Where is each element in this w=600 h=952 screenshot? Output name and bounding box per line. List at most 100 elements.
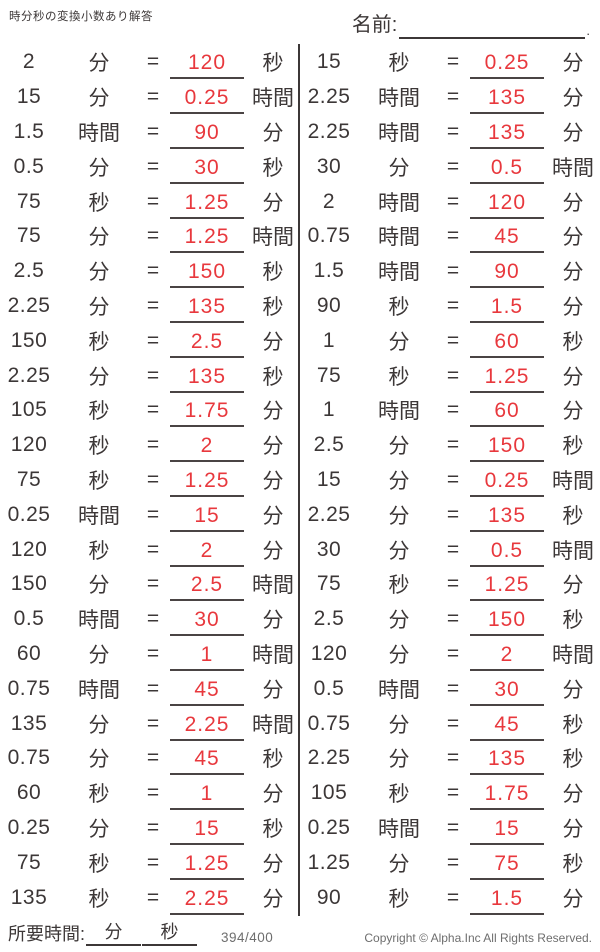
problem-unit: 分 xyxy=(388,330,410,354)
answer-unit: 分 xyxy=(262,121,284,145)
problem-unit: 分 xyxy=(388,713,410,737)
problem-unit: 時間 xyxy=(378,261,420,285)
answer-value: 45 xyxy=(470,225,544,254)
problem-value: 2.25 xyxy=(307,746,351,770)
problem-value: 0.75 xyxy=(7,676,51,700)
problem-row: 2.25 分 = 135 秒 xyxy=(300,497,600,532)
answer-value: 1.25 xyxy=(170,469,244,497)
answer-value: 90 xyxy=(470,260,544,289)
problem-value: 2.25 xyxy=(7,363,51,387)
answer-value: 15 xyxy=(470,817,544,845)
answer-value: 120 xyxy=(170,51,244,80)
problem-row: 120 秒 = 2 分 xyxy=(0,532,298,567)
answer-unit: 分 xyxy=(562,817,584,841)
answer-unit: 分 xyxy=(262,435,284,459)
equals-sign: = xyxy=(146,815,160,839)
answer-value: 45 xyxy=(170,747,244,776)
problem-unit: 秒 xyxy=(88,539,110,563)
answer-value: 2.25 xyxy=(170,887,244,915)
equals-sign: = xyxy=(146,850,160,874)
problem-row: 2 分 = 120 秒 xyxy=(0,45,298,80)
problem-unit: 分 xyxy=(88,87,110,111)
equals-sign: = xyxy=(446,363,460,387)
answer-value: 90 xyxy=(170,121,244,149)
problem-row: 30 分 = 0.5 時間 xyxy=(300,532,600,567)
answer-value: 1.25 xyxy=(170,852,244,880)
answer-unit: 分 xyxy=(262,609,284,633)
answer-value: 1.75 xyxy=(170,399,244,428)
answer-value: 45 xyxy=(470,713,544,741)
answer-unit: 秒 xyxy=(262,156,284,180)
problem-unit: 秒 xyxy=(388,52,410,76)
answer-unit: 分 xyxy=(262,504,284,528)
answer-value: 2 xyxy=(170,539,244,567)
problem-value: 75 xyxy=(16,467,42,491)
equals-sign: = xyxy=(146,154,160,178)
problem-row: 0.75 分 = 45 秒 xyxy=(0,741,298,776)
equals-sign: = xyxy=(446,641,460,665)
answer-unit: 分 xyxy=(562,261,584,285)
answer-value: 135 xyxy=(470,747,544,776)
problem-unit: 時間 xyxy=(378,226,420,250)
problem-value: 90 xyxy=(316,885,342,909)
problem-value: 2 xyxy=(322,189,336,213)
answer-value: 135 xyxy=(470,504,544,532)
answer-value: 135 xyxy=(170,365,244,393)
problem-row: 2.25 分 = 135 秒 xyxy=(300,741,600,776)
answer-unit: 分 xyxy=(262,191,284,215)
problem-row: 1.5 時間 = 90 分 xyxy=(300,254,600,289)
answer-value: 1.25 xyxy=(170,191,244,219)
answer-unit: 分 xyxy=(562,87,584,111)
problem-value: 30 xyxy=(316,154,342,178)
problem-row: 0.25 時間 = 15 分 xyxy=(300,811,600,846)
problem-row: 0.5 時間 = 30 分 xyxy=(300,671,600,706)
equals-sign: = xyxy=(146,328,160,352)
problem-column-right: 15 秒 = 0.25 分 2.25 時間 = 135 分 2.25 時間 = 135 分 30 分 = 0.5 時間… xyxy=(300,44,600,916)
problem-row: 75 秒 = 1.25 分 xyxy=(300,358,600,393)
problem-row: 0.5 時間 = 30 分 xyxy=(0,602,298,637)
answer-unit: 分 xyxy=(562,887,584,911)
equals-sign: = xyxy=(146,711,160,735)
answer-unit: 分 xyxy=(262,887,284,911)
problem-unit: 秒 xyxy=(88,852,110,876)
problem-row: 0.75 時間 = 45 分 xyxy=(300,219,600,254)
equals-sign: = xyxy=(446,259,460,283)
equals-sign: = xyxy=(146,607,160,631)
problem-value: 1.5 xyxy=(313,259,345,283)
answer-unit: 秒 xyxy=(562,504,584,528)
problem-value: 0.5 xyxy=(313,676,345,700)
problem-unit: 分 xyxy=(88,643,110,667)
problem-unit: 時間 xyxy=(78,121,120,145)
answer-unit: 分 xyxy=(562,52,584,76)
problem-value: 2.25 xyxy=(7,293,51,317)
problem-unit: 時間 xyxy=(378,678,420,702)
problem-value: 0.75 xyxy=(307,711,351,735)
answer-value: 0.5 xyxy=(470,539,544,567)
equals-sign: = xyxy=(446,746,460,770)
problem-row: 75 秒 = 1.25 分 xyxy=(300,567,600,602)
problem-row: 0.25 時間 = 15 分 xyxy=(0,497,298,532)
problem-unit: 秒 xyxy=(388,783,410,807)
answer-unit: 時間 xyxy=(552,643,594,667)
answer-unit: 秒 xyxy=(262,817,284,841)
answer-unit: 分 xyxy=(262,469,284,493)
problem-value: 105 xyxy=(10,398,48,422)
problem-column-left: 2 分 = 120 秒 15 分 = 0.25 時間 1.5 時間 = 90 分 0.5 分 = 30 秒 75 秒 = 1.… xyxy=(0,44,300,916)
equals-sign: = xyxy=(446,398,460,422)
answer-value: 0.25 xyxy=(470,469,544,497)
problem-unit: 分 xyxy=(388,469,410,493)
problem-row: 60 秒 = 1 分 xyxy=(0,776,298,811)
header: 時分秒の変換小数あり解答 名前: . xyxy=(0,0,600,44)
answer-unit: 分 xyxy=(562,400,584,424)
equals-sign: = xyxy=(146,537,160,561)
problem-value: 60 xyxy=(16,781,42,805)
answer-value: 2.5 xyxy=(170,330,244,358)
equals-sign: = xyxy=(446,607,460,631)
problem-value: 1.5 xyxy=(13,119,45,143)
problem-row: 15 分 = 0.25 時間 xyxy=(300,463,600,498)
answer-unit: 秒 xyxy=(262,52,284,76)
problem-value: 0.25 xyxy=(7,502,51,526)
elapsed-minutes-blank: 分 xyxy=(86,918,142,946)
answer-value: 60 xyxy=(470,399,544,428)
problem-unit: 分 xyxy=(388,435,410,459)
